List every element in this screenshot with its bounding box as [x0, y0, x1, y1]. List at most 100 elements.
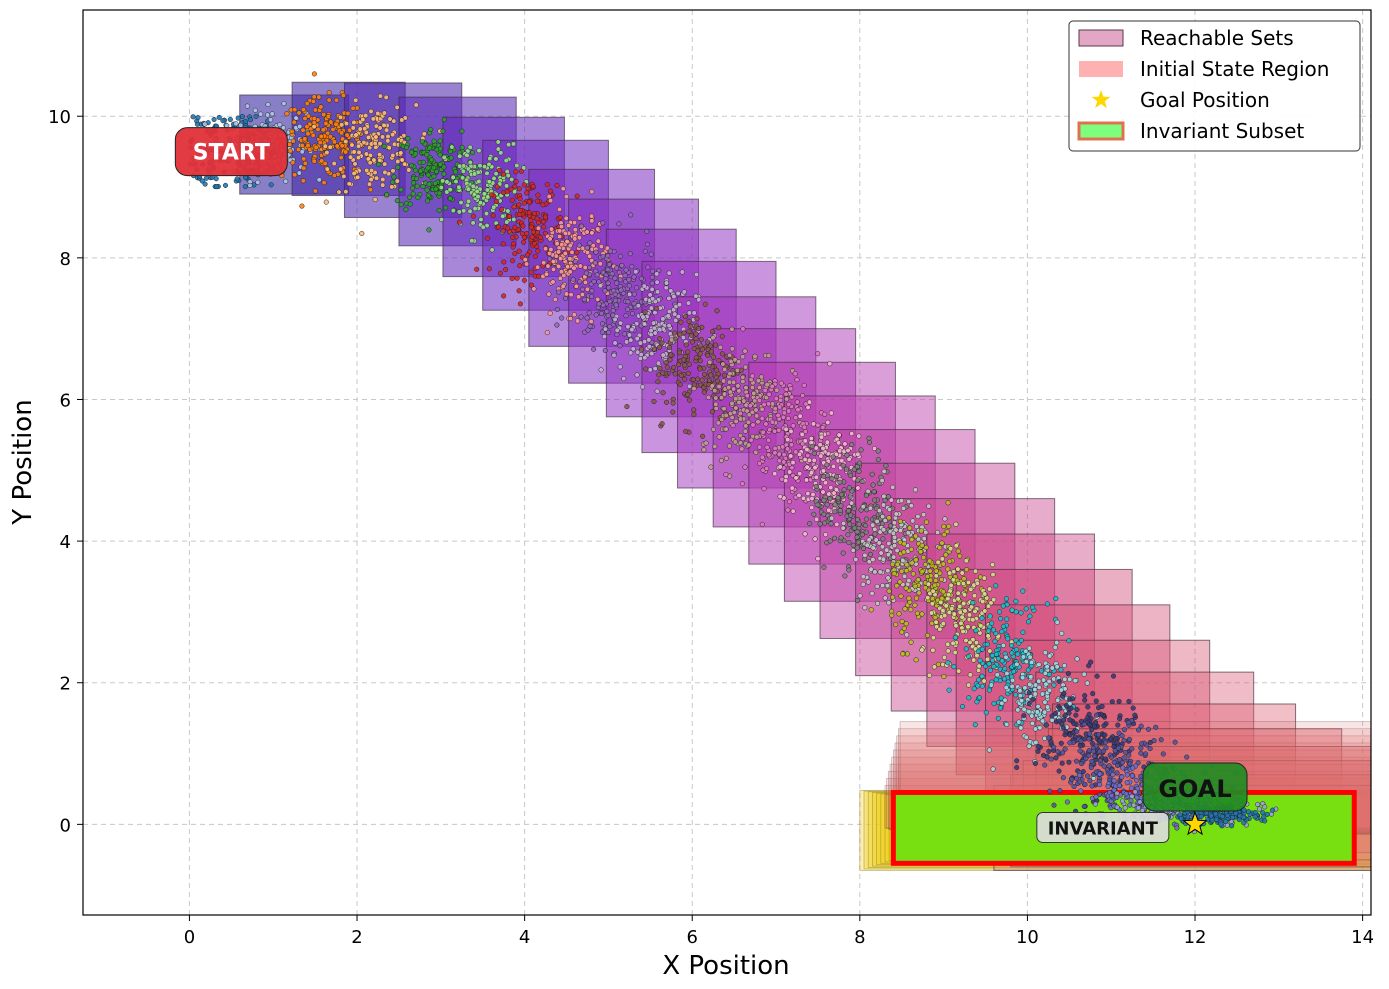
sample-point: [820, 445, 826, 451]
sample-point: [664, 364, 670, 370]
sample-point: [470, 220, 476, 226]
sample-point: [338, 166, 344, 172]
sample-point: [1061, 663, 1067, 669]
sample-point: [1111, 759, 1117, 765]
sample-point: [495, 224, 502, 230]
sample-point: [965, 579, 972, 585]
sample-point: [405, 135, 411, 142]
sample-point: [1060, 775, 1066, 781]
sample-point: [252, 107, 258, 113]
sample-point: [489, 247, 495, 253]
sample-point: [480, 224, 486, 230]
sample-point: [1062, 676, 1068, 682]
sample-point: [510, 241, 517, 247]
sample-point: [752, 353, 758, 359]
sample-point: [1059, 760, 1065, 766]
legend-swatch: [1078, 29, 1124, 47]
sample-point: [641, 321, 648, 327]
sample-point: [1035, 748, 1041, 754]
sample-point: [370, 116, 376, 122]
sample-point: [985, 628, 992, 634]
sample-point: [633, 269, 639, 275]
sample-point: [1121, 755, 1127, 761]
sample-point: [969, 604, 975, 610]
sample-point: [323, 120, 329, 127]
sample-point: [1108, 736, 1114, 742]
sample-point: [1093, 698, 1099, 704]
sample-point: [943, 603, 949, 609]
sample-point: [919, 647, 925, 653]
sample-point: [438, 217, 445, 223]
sample-point: [682, 313, 689, 320]
sample-point: [529, 234, 535, 240]
sample-point: [990, 627, 996, 633]
sample-point: [705, 339, 711, 345]
sample-point: [1121, 727, 1127, 733]
sample-point: [854, 534, 860, 540]
sample-point: [781, 452, 787, 458]
sample-point: [687, 323, 693, 329]
sample-point: [558, 269, 564, 275]
sample-point: [1067, 740, 1073, 746]
sample-point: [1042, 699, 1048, 705]
sample-point: [1016, 719, 1022, 725]
sample-point: [966, 682, 972, 688]
sample-point: [486, 179, 492, 185]
sample-point: [1060, 717, 1067, 723]
sample-point: [730, 422, 736, 429]
sample-point: [714, 308, 720, 314]
sample-point: [682, 362, 688, 368]
sample-point: [618, 320, 624, 326]
sample-point: [1110, 673, 1117, 679]
sample-point: [1121, 737, 1127, 743]
sample-point: [402, 161, 408, 167]
sample-point: [735, 383, 741, 389]
sample-point: [700, 433, 706, 439]
sample-point: [359, 230, 365, 237]
sample-point: [602, 326, 608, 332]
sample-point: [1026, 701, 1032, 707]
sample-point: [675, 313, 681, 320]
sample-point: [821, 564, 827, 570]
sample-point: [947, 570, 953, 576]
sample-point: [594, 272, 600, 278]
sample-point: [474, 188, 480, 194]
sample-point: [384, 191, 390, 198]
sample-point: [695, 325, 701, 332]
sample-point: [601, 334, 607, 340]
sample-point: [1082, 781, 1088, 787]
sample-point: [627, 291, 633, 297]
sample-point: [951, 664, 957, 670]
sample-point: [511, 216, 517, 223]
sample-point: [559, 315, 565, 321]
sample-point: [600, 220, 606, 226]
sample-point: [785, 446, 791, 452]
sample-point: [772, 406, 778, 412]
sample-point: [656, 372, 662, 378]
sample-point: [742, 464, 748, 470]
sample-point: [683, 428, 689, 434]
sample-point: [467, 144, 473, 150]
sample-point: [617, 343, 623, 349]
sample-point: [531, 211, 537, 217]
sample-point: [510, 141, 517, 147]
sample-point: [693, 271, 700, 278]
sample-point: [1062, 746, 1068, 752]
sample-point: [448, 148, 454, 155]
sample-point: [955, 590, 961, 596]
sample-point: [890, 484, 896, 490]
sample-point: [426, 227, 432, 233]
sample-point: [348, 154, 354, 160]
sample-point: [837, 479, 843, 485]
sample-point: [593, 249, 599, 255]
sample-point: [1086, 736, 1092, 742]
sample-point: [521, 182, 527, 188]
sample-point: [950, 640, 956, 646]
sample-point: [1129, 793, 1135, 799]
sample-point: [685, 349, 691, 355]
sample-point: [976, 667, 982, 673]
sample-point: [498, 207, 505, 213]
sample-point: [528, 282, 535, 288]
sample-point: [305, 131, 311, 137]
sample-point: [509, 275, 515, 282]
